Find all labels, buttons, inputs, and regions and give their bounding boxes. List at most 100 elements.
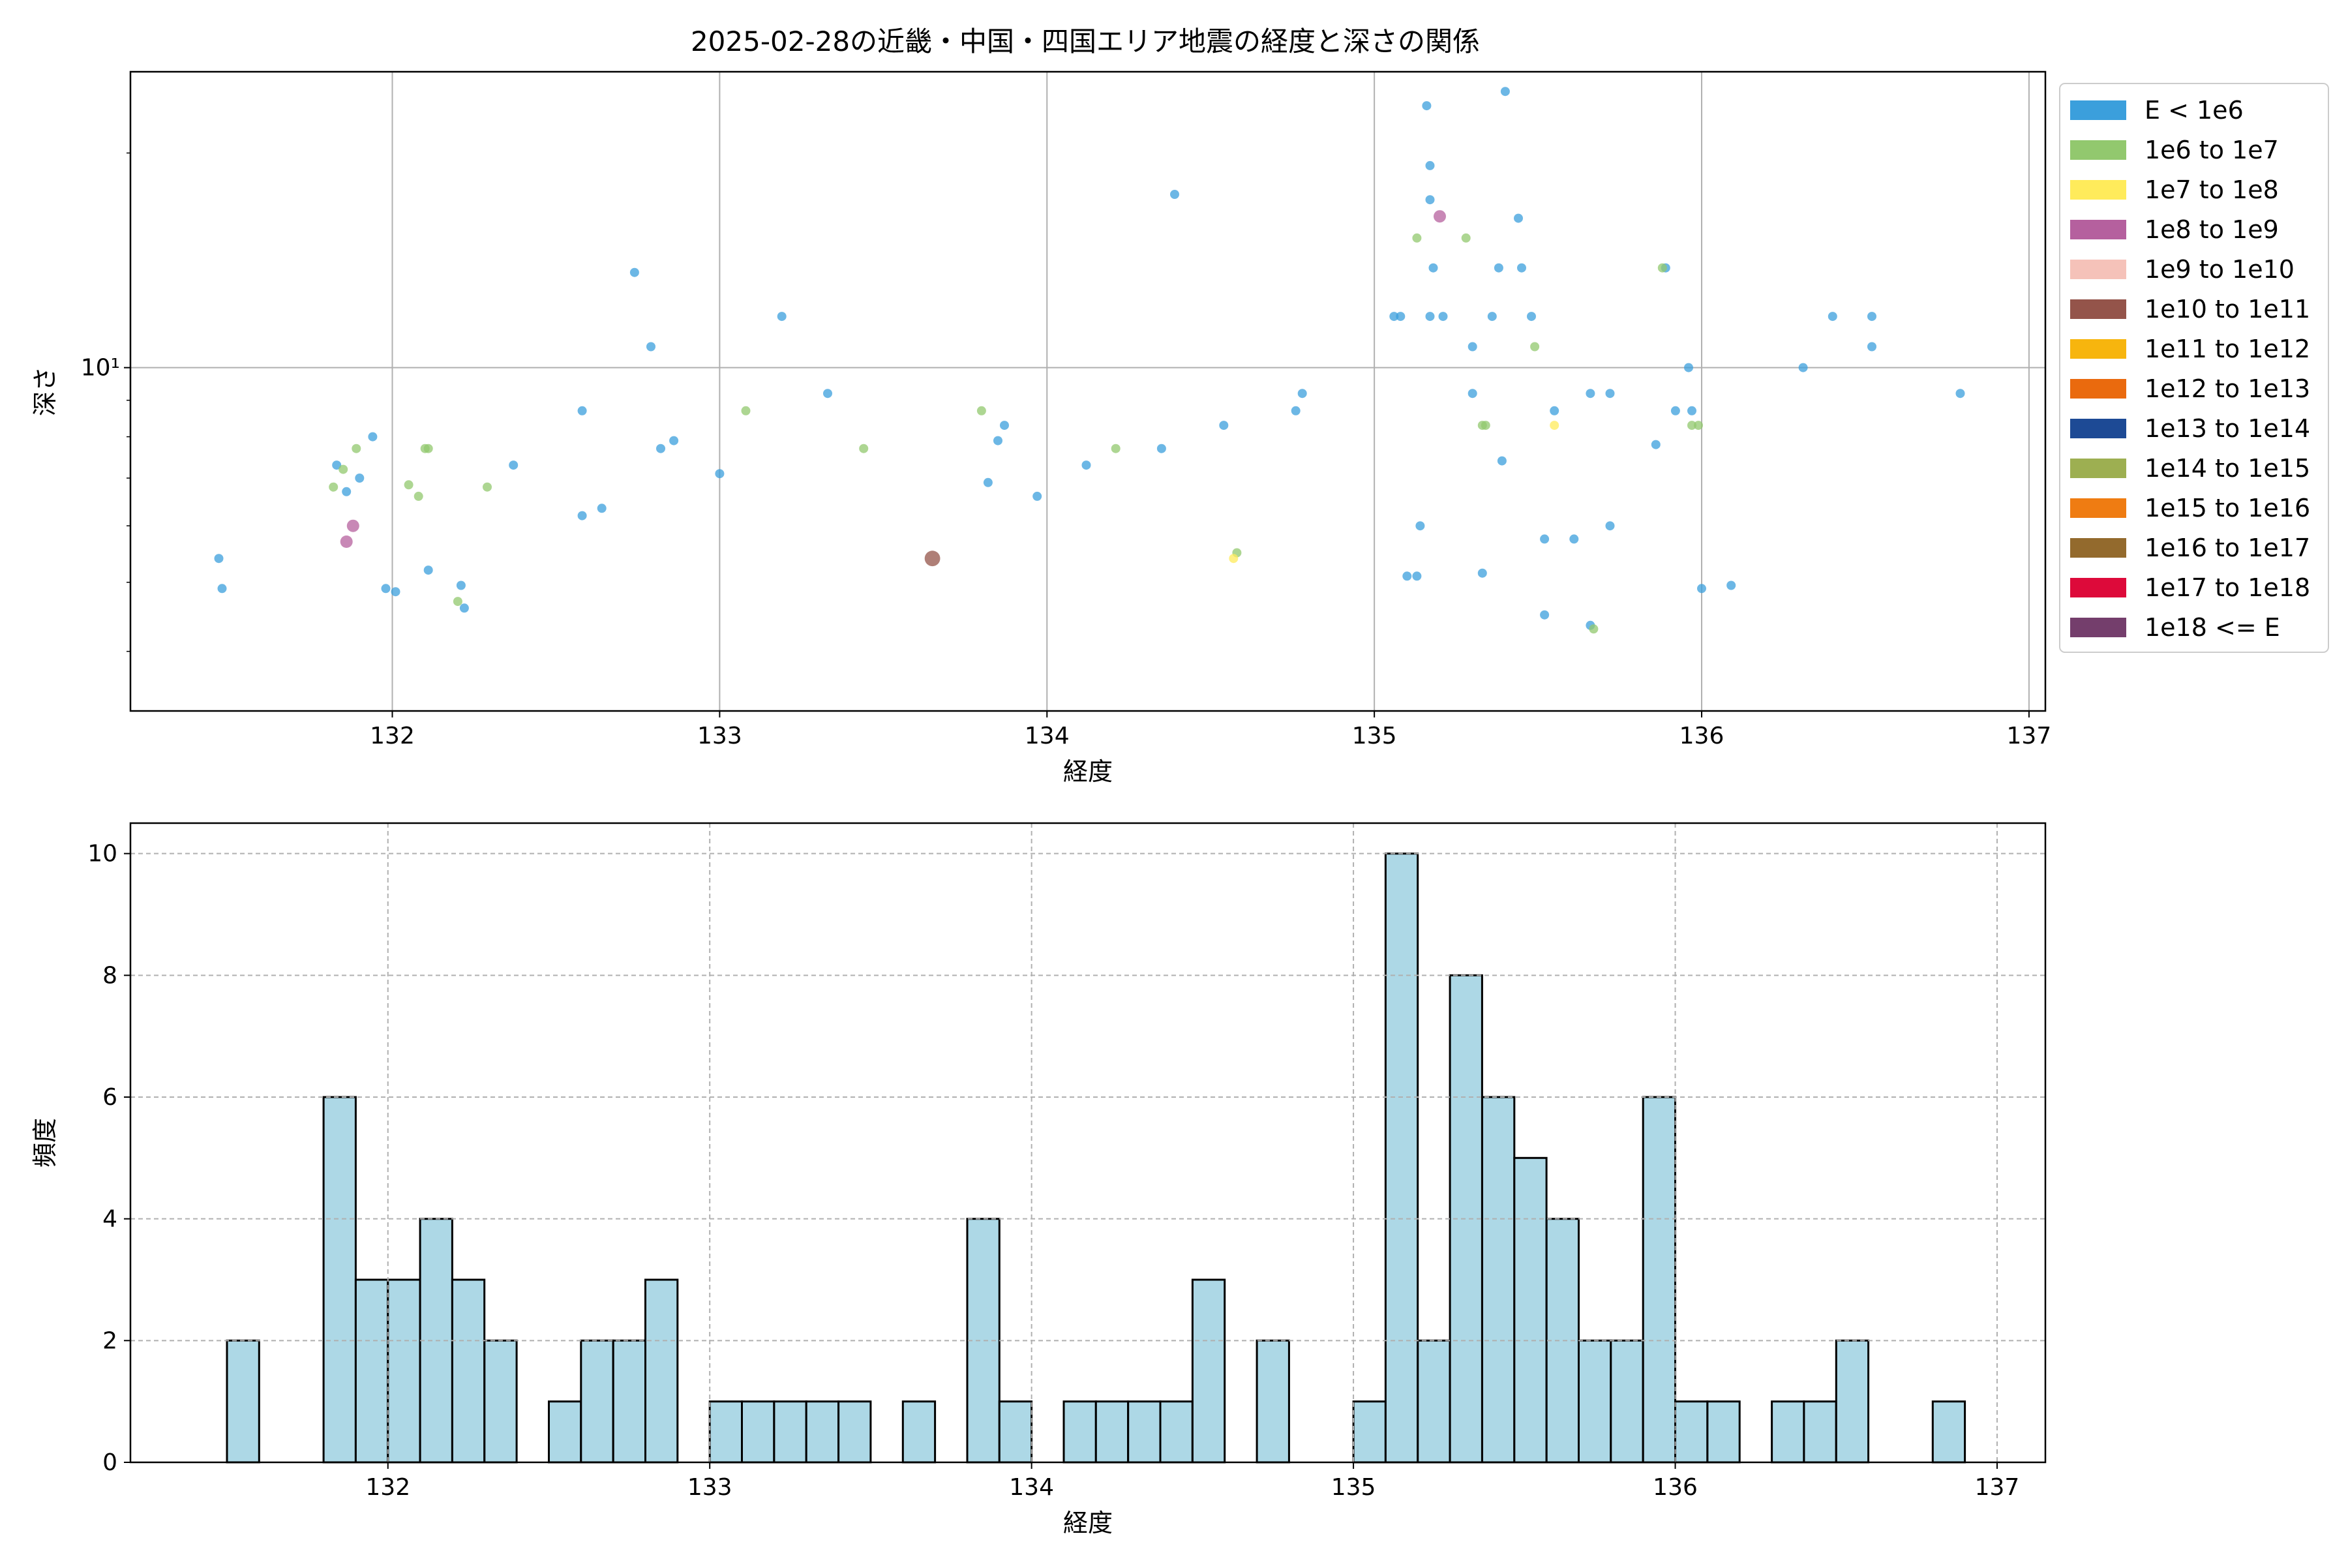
histogram-bar	[773, 1400, 807, 1464]
histogram-bar	[612, 1339, 647, 1464]
scatter-point	[1798, 363, 1808, 372]
scatter-point	[423, 444, 433, 453]
scatter-point	[368, 432, 378, 442]
histogram-bar	[1610, 1339, 1644, 1464]
scatter-point	[1425, 160, 1435, 170]
scatter-point	[983, 477, 993, 487]
hist-xlabel: 経度	[1063, 1509, 1113, 1537]
scatter-point	[1726, 580, 1736, 590]
scatter-point	[777, 312, 787, 322]
scatter-ytick-label: 10¹	[81, 355, 120, 382]
scatter-point	[577, 406, 587, 415]
histogram-bar	[1803, 1400, 1837, 1464]
histogram-bar	[1835, 1339, 1870, 1464]
histogram-bar	[226, 1339, 260, 1464]
scatter-point	[669, 436, 679, 445]
scatter-point	[340, 535, 353, 548]
scatter-point	[1111, 444, 1121, 453]
scatter-point	[1540, 534, 1550, 544]
scatter-point	[1081, 460, 1091, 470]
legend-label: 1e15 to 1e16	[2145, 494, 2310, 522]
scatter-point	[1517, 263, 1526, 273]
scatter-point	[859, 444, 869, 453]
legend-swatch	[2070, 459, 2126, 478]
scatter-point	[1550, 406, 1559, 415]
histogram-bar	[741, 1400, 775, 1464]
histogram-bar	[1513, 1156, 1548, 1464]
scatter-point	[741, 406, 751, 415]
legend-label: 1e11 to 1e12	[2145, 335, 2310, 363]
scatter-xtick-label: 132	[370, 723, 415, 749]
scatter-point	[1867, 342, 1876, 352]
histogram-bar	[1417, 1339, 1451, 1464]
scatter-point	[1687, 406, 1696, 415]
histogram-bar	[548, 1400, 582, 1464]
scatter-point	[1468, 342, 1477, 352]
histogram-bar	[1931, 1400, 1966, 1464]
histogram-bar	[1191, 1278, 1226, 1464]
scatter-point	[1605, 389, 1615, 399]
hist-ytick-label: 2	[102, 1327, 117, 1354]
chart-title: 2025-02-28の近畿・中国・四国エリア地震の経度と深さの関係	[691, 25, 1480, 57]
scatter-point	[346, 519, 359, 532]
scatter-point	[1000, 421, 1009, 430]
hist-ytick-label: 4	[102, 1206, 117, 1233]
scatter-point	[1477, 568, 1487, 578]
histogram-bar	[805, 1400, 839, 1464]
scatter-point	[629, 267, 639, 277]
scatter-point	[1396, 312, 1406, 322]
scatter-point	[1481, 421, 1490, 430]
legend-label: 1e14 to 1e15	[2145, 454, 2310, 483]
histogram-bar	[1159, 1400, 1194, 1464]
scatter-point	[453, 597, 462, 607]
scatter-point	[1828, 312, 1837, 322]
scatter-point	[1412, 233, 1422, 243]
hist-ytick-label: 6	[102, 1084, 117, 1111]
legend-label: 1e12 to 1e13	[2145, 374, 2310, 403]
scatter-point	[483, 482, 492, 492]
legend-label: 1e16 to 1e17	[2145, 534, 2310, 562]
histogram-bar	[708, 1400, 743, 1464]
scatter-point	[1605, 521, 1615, 531]
histogram-bar	[354, 1278, 389, 1464]
hist-xtick-label: 132	[365, 1474, 410, 1501]
legend-swatch	[2070, 498, 2126, 518]
scatter-point	[339, 464, 348, 474]
legend-swatch	[2070, 618, 2126, 637]
histogram-bar	[644, 1278, 679, 1464]
scatter-point	[1425, 195, 1435, 205]
scatter-frame	[129, 70, 2047, 712]
scatter-point	[214, 554, 224, 564]
histogram-bar	[322, 1096, 357, 1464]
scatter-point	[332, 460, 342, 470]
scatter-point	[1415, 521, 1425, 531]
scatter-ylabel: 深さ	[31, 367, 59, 416]
scatter-point	[656, 444, 665, 453]
scatter-point	[646, 342, 655, 352]
histogram-bar	[1384, 852, 1419, 1464]
scatter-point	[1569, 534, 1579, 544]
histogram-bar	[1706, 1400, 1741, 1464]
legend-swatch	[2070, 578, 2126, 597]
scatter-point	[1461, 233, 1471, 243]
scatter-point	[355, 474, 365, 483]
legend-swatch	[2070, 419, 2126, 438]
histogram-panel: 132 133 134 135 136 137 0 2 4 6 8 10 経度 頻度	[31, 822, 2047, 1537]
scatter-point	[391, 587, 400, 597]
hist-xtick-label: 137	[1975, 1474, 2020, 1501]
legend-swatch	[2070, 339, 2126, 359]
histogram-bar	[451, 1278, 486, 1464]
histogram-bar	[1127, 1400, 1162, 1464]
scatter-point	[1438, 312, 1448, 322]
scatter-point	[1657, 263, 1667, 273]
histogram-bar	[1642, 1096, 1676, 1464]
scatter-point	[404, 480, 414, 490]
scatter-point	[1697, 584, 1706, 594]
scatter-point	[1530, 342, 1540, 352]
scatter-point	[976, 406, 986, 415]
scatter-point	[1694, 421, 1703, 430]
scatter-point	[993, 436, 1002, 445]
hist-ytick-label: 8	[102, 962, 117, 989]
scatter-point	[1514, 213, 1523, 223]
